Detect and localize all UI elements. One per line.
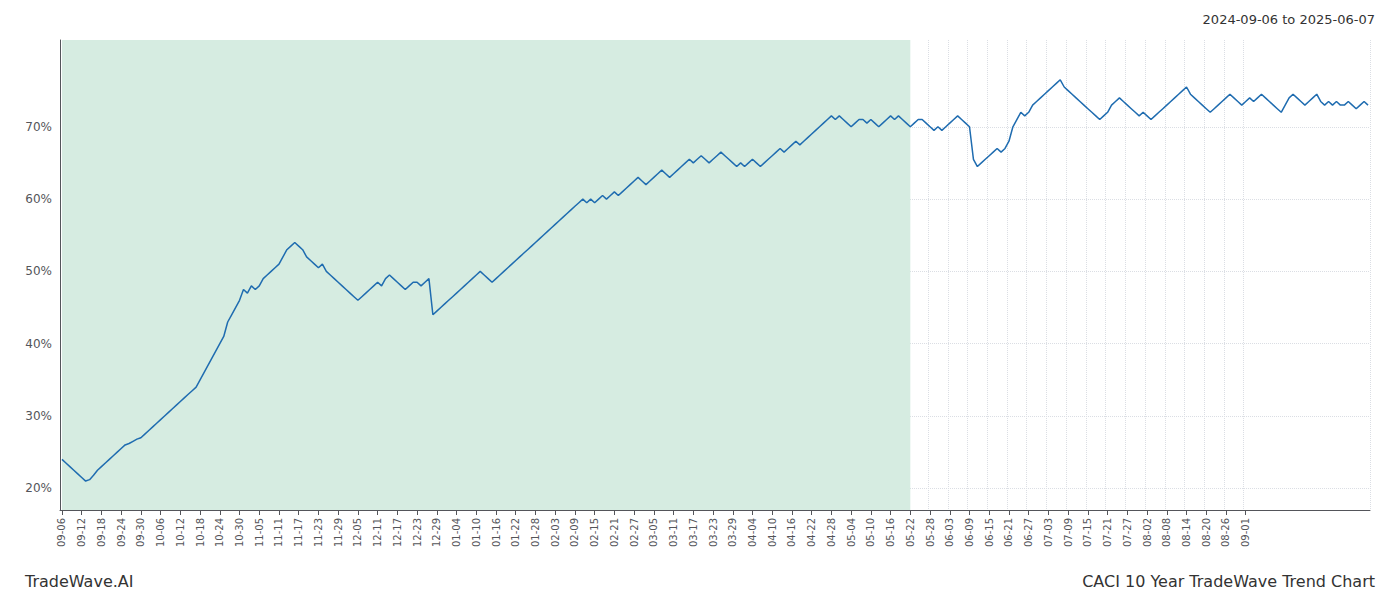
svg-text:08-14: 08-14	[1181, 518, 1192, 547]
svg-text:03-23: 03-23	[708, 518, 719, 547]
svg-text:10-18: 10-18	[195, 518, 206, 547]
svg-text:01-28: 01-28	[530, 518, 541, 547]
svg-text:11-11: 11-11	[273, 518, 284, 547]
svg-text:CACI 10 Year TradeWave Trend C: CACI 10 Year TradeWave Trend Chart	[1082, 572, 1375, 591]
svg-text:08-08: 08-08	[1161, 518, 1172, 547]
svg-text:10-12: 10-12	[175, 518, 186, 547]
svg-text:08-02: 08-02	[1142, 518, 1153, 547]
svg-text:2024-09-06 to 2025-06-07: 2024-09-06 to 2025-06-07	[1203, 12, 1375, 27]
svg-text:06-21: 06-21	[1003, 518, 1014, 547]
svg-text:09-24: 09-24	[116, 518, 127, 547]
svg-text:30%: 30%	[25, 409, 52, 423]
svg-text:04-22: 04-22	[806, 518, 817, 547]
svg-text:02-21: 02-21	[609, 518, 620, 547]
svg-text:05-28: 05-28	[925, 518, 936, 547]
svg-text:05-04: 05-04	[846, 518, 857, 547]
svg-text:12-05: 12-05	[352, 518, 363, 547]
svg-text:05-10: 05-10	[865, 518, 876, 547]
svg-text:04-04: 04-04	[747, 518, 758, 547]
svg-text:04-28: 04-28	[826, 518, 837, 547]
svg-text:09-12: 09-12	[76, 518, 87, 547]
svg-text:02-03: 02-03	[550, 518, 561, 547]
svg-text:01-10: 01-10	[471, 518, 482, 547]
svg-text:01-22: 01-22	[510, 518, 521, 547]
svg-text:05-22: 05-22	[905, 518, 916, 547]
svg-text:08-26: 08-26	[1220, 518, 1231, 547]
svg-text:40%: 40%	[25, 337, 52, 351]
svg-text:04-10: 04-10	[767, 518, 778, 547]
svg-text:60%: 60%	[25, 192, 52, 206]
svg-text:70%: 70%	[25, 120, 52, 134]
svg-text:07-09: 07-09	[1063, 518, 1074, 547]
svg-text:50%: 50%	[25, 264, 52, 278]
svg-text:07-27: 07-27	[1122, 518, 1133, 547]
svg-text:05-16: 05-16	[885, 518, 896, 547]
svg-text:08-20: 08-20	[1201, 518, 1212, 547]
svg-text:01-04: 01-04	[451, 518, 462, 547]
svg-text:02-09: 02-09	[569, 518, 580, 547]
svg-text:07-03: 07-03	[1043, 518, 1054, 547]
svg-text:06-03: 06-03	[944, 518, 955, 547]
svg-text:03-05: 03-05	[648, 518, 659, 547]
svg-text:11-17: 11-17	[293, 518, 304, 547]
svg-text:12-29: 12-29	[431, 518, 442, 547]
svg-text:01-16: 01-16	[491, 518, 502, 547]
svg-text:11-29: 11-29	[333, 518, 344, 547]
svg-text:20%: 20%	[25, 481, 52, 495]
svg-text:12-17: 12-17	[392, 518, 403, 547]
svg-text:03-11: 03-11	[668, 518, 679, 547]
svg-text:09-30: 09-30	[135, 518, 146, 547]
svg-text:02-15: 02-15	[589, 518, 600, 547]
svg-text:09-01: 09-01	[1240, 518, 1251, 547]
svg-text:07-15: 07-15	[1082, 518, 1093, 547]
svg-text:12-11: 12-11	[372, 518, 383, 547]
svg-text:06-09: 06-09	[964, 518, 975, 547]
svg-text:03-17: 03-17	[688, 518, 699, 547]
svg-text:09-06: 09-06	[56, 518, 67, 547]
svg-text:09-18: 09-18	[96, 518, 107, 547]
svg-text:03-29: 03-29	[727, 518, 738, 547]
svg-text:12-23: 12-23	[412, 518, 423, 547]
svg-text:11-23: 11-23	[313, 518, 324, 547]
svg-text:06-15: 06-15	[984, 518, 995, 547]
svg-text:10-06: 10-06	[155, 518, 166, 547]
svg-text:10-30: 10-30	[234, 518, 245, 547]
svg-text:04-16: 04-16	[786, 518, 797, 547]
svg-text:02-27: 02-27	[629, 518, 640, 547]
svg-text:11-05: 11-05	[254, 518, 265, 547]
svg-text:07-21: 07-21	[1102, 518, 1113, 547]
svg-text:TradeWave.AI: TradeWave.AI	[24, 572, 133, 591]
svg-text:10-24: 10-24	[214, 518, 225, 547]
svg-text:06-27: 06-27	[1023, 518, 1034, 547]
